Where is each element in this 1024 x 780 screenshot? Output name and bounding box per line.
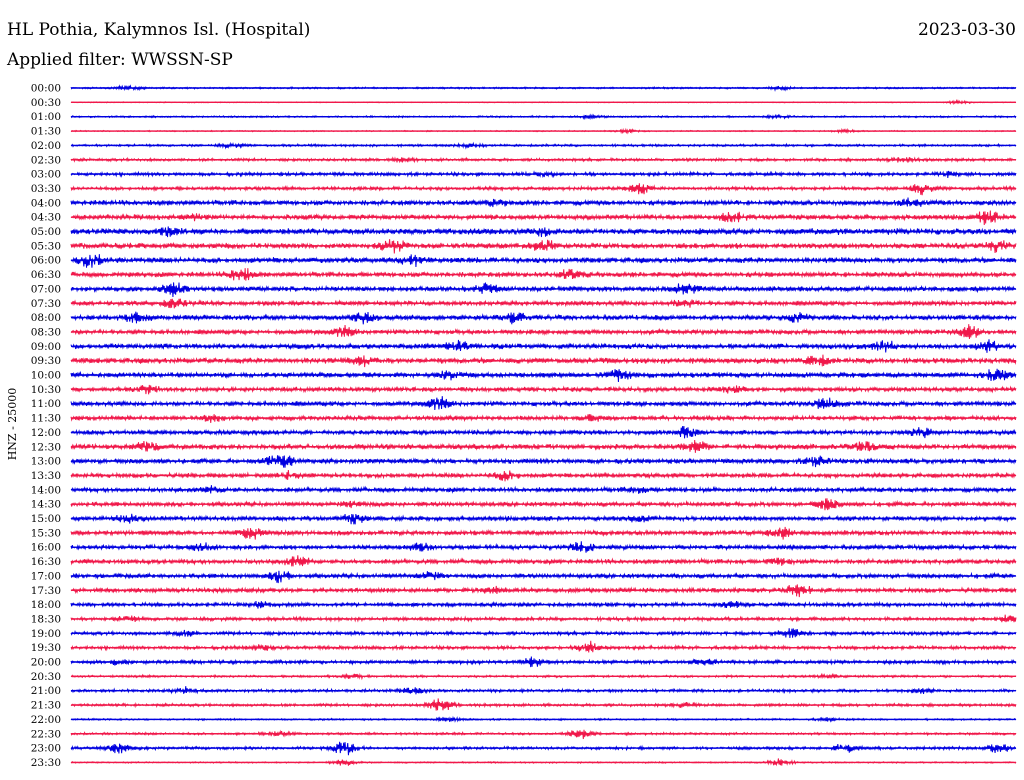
time-tick-label: 05:00 (31, 226, 61, 238)
time-tick-label: 13:00 (31, 456, 61, 468)
time-tick-label: 23:00 (31, 743, 61, 755)
time-tick-label: 17:30 (31, 585, 61, 597)
time-tick-label: 13:30 (31, 470, 61, 482)
time-tick-label: 15:30 (31, 527, 61, 539)
trace-row (70, 640, 1017, 653)
time-tick-label: 08:00 (31, 312, 61, 324)
time-tick-label: 20:30 (31, 671, 61, 683)
station-title: HL Pothia, Kalymnos Isl. (Hospital) (7, 20, 311, 40)
time-tick-label: 22:00 (31, 714, 61, 726)
time-tick-label: 03:30 (31, 183, 61, 195)
time-tick-label: 07:30 (31, 298, 61, 310)
time-tick-label: 18:00 (31, 599, 61, 611)
time-tick-label: 07:00 (31, 283, 61, 295)
filter-label: Applied filter: WWSSN-SP (7, 50, 233, 70)
time-tick-label: 10:00 (31, 370, 61, 382)
time-tick-label: 18:30 (31, 613, 61, 625)
time-tick-label: 01:00 (31, 111, 61, 123)
time-tick-label: 00:30 (31, 97, 61, 109)
trace-row (70, 282, 1017, 298)
time-tick-label: 12:00 (31, 427, 61, 439)
time-tick-label: 05:30 (31, 240, 61, 252)
time-tick-label: 21:00 (31, 685, 61, 697)
time-tick-label: 09:00 (31, 341, 61, 353)
time-tick-label: 02:30 (31, 154, 61, 166)
record-date: 2023-03-30 (917, 20, 1016, 40)
y-axis-label: HNZ - 25000 (6, 388, 19, 461)
time-tick-label: 21:30 (31, 700, 61, 712)
time-tick-label: 14:30 (31, 499, 61, 511)
time-tick-label: 03:00 (31, 169, 61, 181)
time-tick-label: 04:30 (31, 212, 61, 224)
trace-row (70, 570, 1017, 584)
trace-row (70, 183, 1017, 196)
time-tick-label: 08:30 (31, 326, 61, 338)
time-tick-label: 16:00 (31, 542, 61, 554)
time-tick-label: 17:00 (31, 570, 61, 582)
time-tick-label: 14:00 (31, 484, 61, 496)
time-tick-label: 01:30 (31, 126, 61, 138)
time-tick-label: 22:30 (31, 728, 61, 740)
time-tick-label: 11:00 (31, 398, 61, 410)
time-tick-label: 04:00 (31, 197, 61, 209)
time-tick-label: 06:30 (31, 269, 61, 281)
time-tick-label: 12:30 (31, 441, 61, 453)
time-tick-label: 23:30 (31, 757, 61, 769)
time-tick-label: 10:30 (31, 384, 61, 396)
time-tick-label: 06:00 (31, 255, 61, 267)
time-tick-label: 19:00 (31, 628, 61, 640)
time-tick-label: 19:30 (31, 642, 61, 654)
time-tick-label: 00:00 (31, 83, 61, 95)
time-tick-label: 16:30 (31, 556, 61, 568)
time-tick-label: 09:30 (31, 355, 61, 367)
time-tick-label: 11:30 (31, 413, 61, 425)
time-tick-label: 02:00 (31, 140, 61, 152)
trace-row (70, 555, 1017, 567)
time-tick-label: 15:00 (31, 513, 61, 525)
time-tick-label: 20:00 (31, 657, 61, 669)
trace-row (70, 254, 1017, 268)
